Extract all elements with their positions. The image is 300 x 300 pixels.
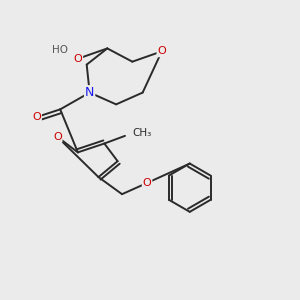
Text: O: O [143, 178, 152, 188]
Text: O: O [74, 54, 82, 64]
Text: O: O [32, 112, 41, 122]
Text: CH₃: CH₃ [132, 128, 152, 138]
Text: HO: HO [52, 45, 68, 55]
Text: O: O [158, 46, 166, 56]
Text: N: N [85, 86, 94, 99]
Text: O: O [53, 132, 62, 142]
